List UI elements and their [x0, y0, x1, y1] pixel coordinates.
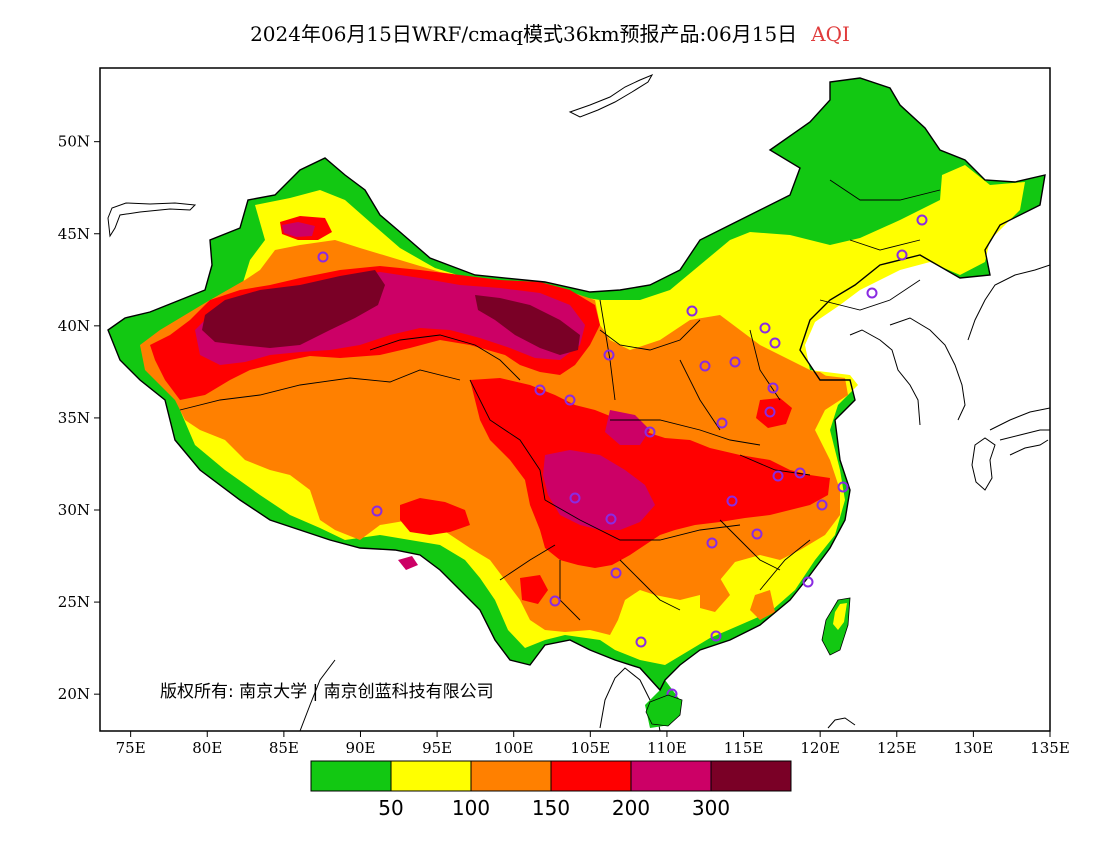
station-marker	[686, 305, 698, 317]
station-marker	[726, 495, 738, 507]
station-marker	[896, 249, 908, 261]
station-marker	[549, 595, 561, 607]
station-marker	[759, 322, 771, 334]
station-marker	[866, 287, 878, 299]
station-marker	[837, 481, 849, 493]
station-marker	[716, 417, 728, 429]
station-marker	[710, 630, 722, 642]
aqi-band-darkred	[202, 270, 385, 348]
station-marker	[706, 537, 718, 549]
station-marker	[699, 360, 711, 372]
station-marker	[794, 467, 806, 479]
title-text: 2024年06月15日WRF/cmaq模式36km预报产品:06月15日	[250, 22, 798, 46]
legend-swatch	[310, 760, 392, 792]
legend-swatch	[630, 760, 712, 792]
y-tick-label: 35N	[58, 409, 90, 427]
station-marker	[816, 499, 828, 511]
station-marker	[916, 214, 928, 226]
x-tick-label: 125E	[877, 739, 917, 757]
x-tick-label: 130E	[954, 739, 994, 757]
station-marker	[644, 426, 656, 438]
x-tick-label: 115E	[724, 739, 764, 757]
x-tick-label: 135E	[1030, 739, 1070, 757]
y-tick-label: 20N	[58, 685, 90, 703]
station-marker	[772, 470, 784, 482]
station-marker	[751, 528, 763, 540]
x-tick-label: 75E	[116, 739, 146, 757]
hainan	[645, 694, 683, 727]
legend-swatch	[710, 760, 792, 792]
station-markers	[317, 214, 928, 700]
x-tick-label: 120E	[800, 739, 840, 757]
boundaries	[107, 77, 1046, 692]
station-marker	[802, 576, 814, 588]
y-tick-label: 45N	[58, 225, 90, 243]
y-tick-label: 25N	[58, 593, 90, 611]
legend-swatch	[390, 760, 472, 792]
y-tick-label: 50N	[58, 133, 90, 151]
x-tick-label: 80E	[192, 739, 222, 757]
legend-label: 300	[692, 796, 730, 820]
title-product: AQI	[811, 22, 850, 46]
station-marker	[569, 492, 581, 504]
station-marker	[610, 567, 622, 579]
station-marker	[317, 251, 329, 263]
station-marker	[635, 636, 647, 648]
x-tick-label: 95E	[422, 739, 452, 757]
x-tick-label: 100E	[494, 739, 534, 757]
x-tick-label: 110E	[647, 739, 687, 757]
color-legend: 50 100 150 200 300	[310, 760, 792, 820]
legend-label: 50	[378, 796, 403, 820]
x-tick-label: 90E	[345, 739, 375, 757]
x-tick-label: 85E	[269, 739, 299, 757]
station-marker	[564, 394, 576, 406]
legend-label: 200	[612, 796, 650, 820]
map-title: 2024年06月15日WRF/cmaq模式36km预报产品:06月15日 AQI	[0, 18, 1100, 47]
legend-label: 150	[532, 796, 570, 820]
station-marker	[603, 349, 615, 361]
legend-swatch	[470, 760, 552, 792]
station-marker	[729, 356, 741, 368]
y-tick-label: 30N	[58, 501, 90, 519]
legend-swatch	[550, 760, 632, 792]
station-marker	[769, 337, 781, 349]
station-marker	[534, 384, 546, 396]
copyright-text: 版权所有: 南京大学 | 南京创蓝科技有限公司	[160, 682, 494, 702]
x-tick-label: 105E	[571, 739, 611, 757]
station-marker	[767, 382, 779, 394]
y-tick-label: 40N	[58, 317, 90, 335]
station-marker	[371, 505, 383, 517]
station-marker	[605, 513, 617, 525]
legend-label: 100	[452, 796, 490, 820]
x-axis: 75E 80E 85E 90E 95E 100E 105E 110E 115E 120E 125E 1…	[116, 731, 1070, 757]
y-axis: 20N 25N 30N 35N 40N 45N 50N	[58, 133, 100, 703]
station-marker	[764, 406, 776, 418]
map-layers: 版权所有: 南京大学 | 南京创蓝科技有限公司	[107, 73, 1050, 731]
